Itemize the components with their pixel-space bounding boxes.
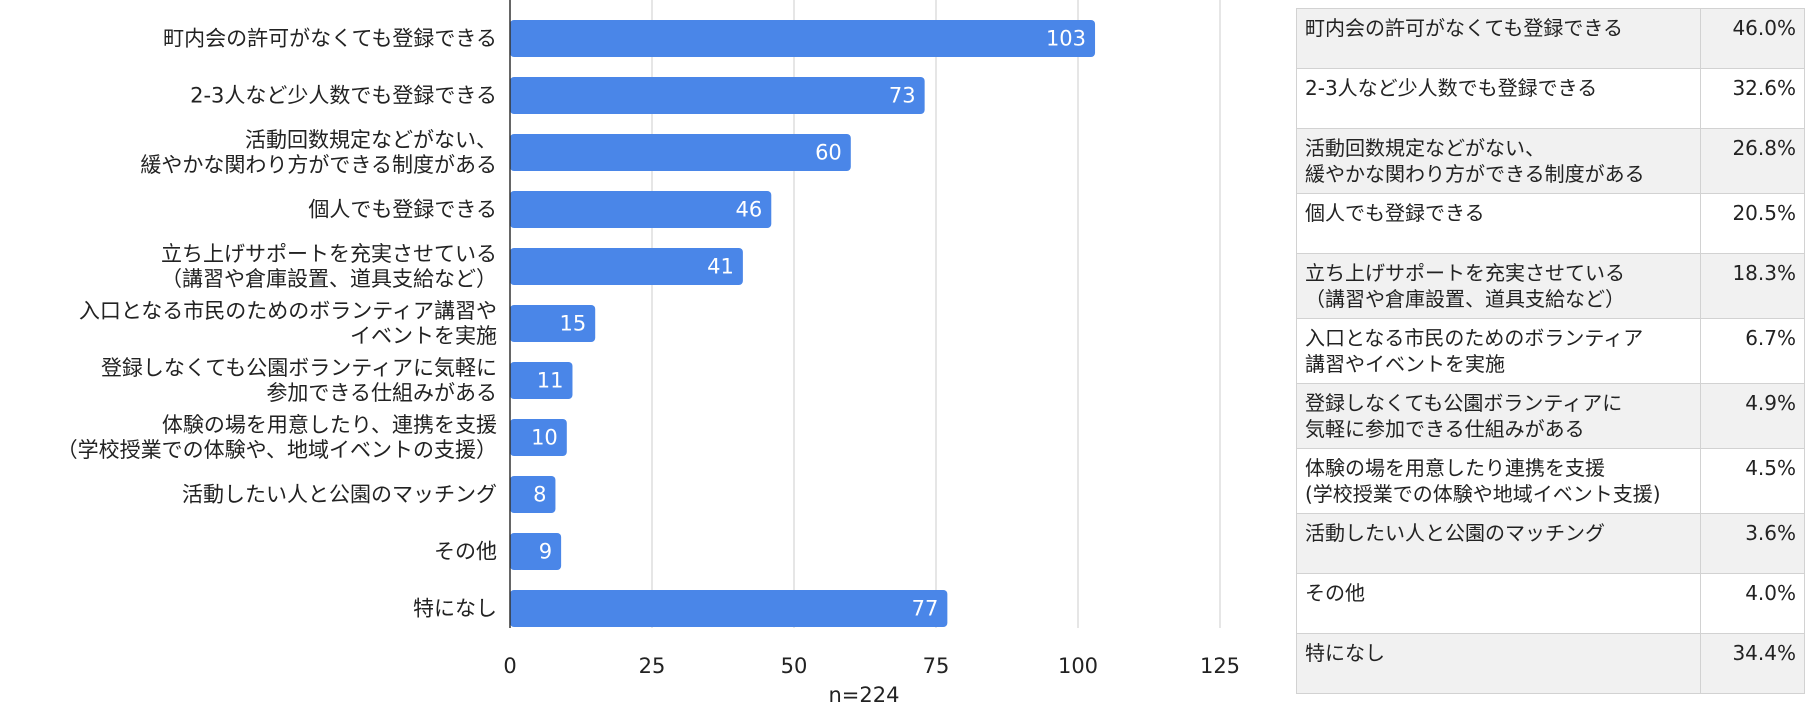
table-row: 体験の場を用意したり連携を支援 (学校授業での体験や地域イベント支援) 4.5% — [1296, 448, 1805, 514]
table-cell-label: その他 — [1296, 573, 1701, 634]
table-cell-label: 立ち上げサポートを充実させている （講習や倉庫設置、道具支給など） — [1296, 253, 1701, 319]
table-row: 町内会の許可がなくても登録できる 46.0% — [1296, 8, 1805, 69]
table-cell-percentage: 20.5% — [1700, 193, 1805, 254]
table-cell-percentage: 4.0% — [1700, 573, 1805, 634]
bar — [510, 305, 596, 342]
category-label: その他 — [434, 540, 497, 564]
bar — [510, 362, 573, 399]
bar-value-label: 15 — [559, 312, 586, 336]
table-row: 活動回数規定などがない、 緩やかな関わり方ができる制度がある 26.8% — [1296, 128, 1805, 194]
table-cell-percentage: 34.4% — [1700, 633, 1805, 694]
bar-value-label: 73 — [889, 84, 916, 108]
category-label: 町内会の許可がなくても登録できる — [163, 27, 497, 51]
category-label: 活動回数規定などがない、緩やかな関わり方ができる制度がある — [140, 128, 497, 177]
bar — [510, 191, 772, 228]
bar-value-label: 46 — [736, 198, 763, 222]
table-cell-percentage: 18.3% — [1700, 253, 1805, 319]
table-cell-label: 町内会の許可がなくても登録できる — [1296, 8, 1701, 69]
table-row: 登録しなくても公園ボランティアに 気軽に参加できる仕組みがある 4.9% — [1296, 383, 1805, 449]
table-cell-percentage: 4.5% — [1700, 448, 1805, 514]
bar-value-label: 103 — [1046, 27, 1086, 51]
table-cell-label: 活動回数規定などがない、 緩やかな関わり方ができる制度がある — [1296, 128, 1701, 194]
category-label: 2-3人など少人数でも登録できる — [190, 84, 497, 108]
category-label: 登録しなくても公園ボランティアに気軽に参加できる仕組みがある — [101, 356, 497, 405]
x-tick-label: 75 — [923, 654, 950, 678]
table-cell-label: 登録しなくても公園ボランティアに 気軽に参加できる仕組みがある — [1296, 383, 1701, 449]
bar — [510, 476, 556, 513]
bar-value-label: 11 — [537, 369, 564, 393]
bar-value-label: 8 — [533, 483, 546, 507]
category-labels: 町内会の許可がなくても登録できる 2-3人など少人数でも登録できる活動回数規定など… — [57, 27, 497, 621]
table-row: その他 4.0% — [1296, 573, 1805, 634]
bar — [510, 533, 562, 570]
category-label: 個人でも登録できる — [308, 198, 497, 222]
table-cell-label: 入口となる市民のためのボランティア 講習やイベントを実施 — [1296, 318, 1701, 384]
bar-value-label: 77 — [912, 597, 939, 621]
bar — [510, 77, 925, 114]
bar — [510, 248, 743, 285]
x-tick-labels: 0 25 50 75 100 125 — [503, 654, 1240, 678]
table-cell-percentage: 26.8% — [1700, 128, 1805, 194]
bar — [510, 590, 948, 627]
category-label: 活動したい人と公園のマッチング — [182, 483, 497, 507]
percentage-table: 町内会の許可がなくても登録できる 46.0% 2-3人など少人数でも登録できる 32.… — [1296, 8, 1805, 694]
category-label: 体験の場を用意したり、連携を支援（学校授業での体験や、地域イベントの支援） — [57, 413, 497, 462]
table-cell-label: 活動したい人と公園のマッチング — [1296, 513, 1701, 574]
table-cell-label: 体験の場を用意したり連携を支援 (学校授業での体験や地域イベント支援) — [1296, 448, 1701, 514]
bar-chart: 103 73 60 46 41 15 11 10 8 9 77 町内会の許可がなくても登録できる 2-… — [57, 0, 1240, 707]
category-label: 特になし — [413, 597, 497, 621]
table-cell-percentage: 4.9% — [1700, 383, 1805, 449]
category-label: 入口となる市民のためのボランティア講習やイベントを実施 — [79, 299, 497, 348]
table-cell-percentage: 3.6% — [1700, 513, 1805, 574]
table-cell-percentage: 6.7% — [1700, 318, 1805, 384]
bar-value-label: 60 — [815, 141, 842, 165]
x-tick-label: 100 — [1058, 654, 1098, 678]
bar-value-label: 9 — [539, 540, 552, 564]
bar — [510, 419, 567, 456]
table-cell-percentage: 46.0% — [1700, 8, 1805, 69]
bar — [510, 20, 1096, 57]
bars: 103 73 60 46 41 15 11 10 8 9 77 — [510, 20, 1096, 627]
table-cell-label: 特になし — [1296, 633, 1701, 694]
bar — [510, 134, 851, 171]
x-tick-label: 125 — [1200, 654, 1240, 678]
table-row: 個人でも登録できる 20.5% — [1296, 193, 1805, 254]
bar-value-label: 41 — [707, 255, 734, 279]
x-tick-label: 50 — [781, 654, 808, 678]
table-row: 特になし 34.4% — [1296, 633, 1805, 694]
x-axis-label: n=224 — [829, 683, 900, 707]
category-label: 立ち上げサポートを充実させている（講習や倉庫設置、道具支給など） — [161, 242, 497, 291]
table-cell-percentage: 32.6% — [1700, 68, 1805, 129]
table-row: 入口となる市民のためのボランティア 講習やイベントを実施 6.7% — [1296, 318, 1805, 384]
table-row: 活動したい人と公園のマッチング 3.6% — [1296, 513, 1805, 574]
table-row: 2-3人など少人数でも登録できる 32.6% — [1296, 68, 1805, 129]
table-cell-label: 2-3人など少人数でも登録できる — [1296, 68, 1701, 129]
x-tick-label: 25 — [639, 654, 666, 678]
bar-value-label: 10 — [531, 426, 558, 450]
table-row: 立ち上げサポートを充実させている （講習や倉庫設置、道具支給など） 18.3% — [1296, 253, 1805, 319]
x-tick-label: 0 — [503, 654, 516, 678]
table-cell-label: 個人でも登録できる — [1296, 193, 1701, 254]
